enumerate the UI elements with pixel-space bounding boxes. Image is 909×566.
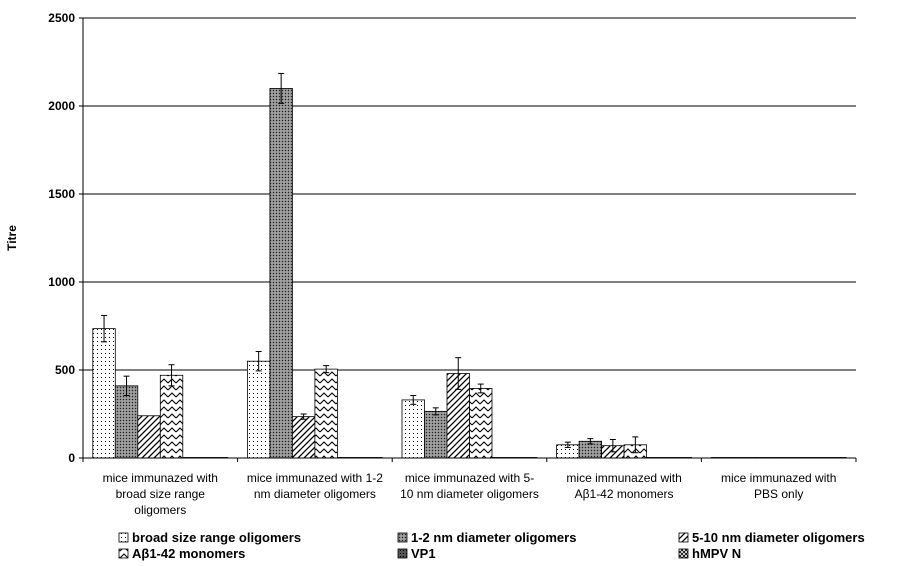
- legend-swatch: [397, 532, 408, 543]
- y-tick-label: 2000: [48, 99, 75, 113]
- legend-swatch: [678, 532, 689, 543]
- y-tick-label: 0: [68, 451, 75, 465]
- legend-label: broad size range oligomers: [132, 530, 301, 545]
- legend-label: 5-10 nm diameter oligomers: [692, 530, 865, 545]
- bar: [314, 368, 338, 459]
- y-tick-label: 500: [55, 363, 75, 377]
- bar: [269, 88, 293, 459]
- y-axis-label: Titre: [5, 225, 19, 251]
- y-tick-label: 1000: [48, 275, 75, 289]
- legend-swatch: [118, 548, 129, 559]
- legend-swatch: [118, 532, 129, 543]
- x-tick-label: mice immunazed with 1-2 nm diameter oligo…: [247, 471, 383, 501]
- bar: [114, 385, 139, 459]
- x-tick-label: mice immunazed with broad size range oligo…: [103, 471, 218, 517]
- legend-label: VP1: [411, 546, 436, 561]
- bar: [291, 416, 316, 459]
- y-tick-label: 2500: [48, 11, 75, 25]
- x-tick-label: mice immunazed with PBS only: [721, 471, 836, 501]
- bar: [246, 360, 271, 459]
- x-tick-label: mice immunazed with 5-10 nm diameter oli…: [400, 471, 539, 501]
- legend-label: hMPV N: [692, 546, 741, 561]
- bar: [424, 410, 448, 459]
- legend-label: Aβ1-42 monomers: [132, 546, 245, 561]
- bar: [92, 328, 116, 459]
- x-tick-label: mice immunazed with Aβ1-42 monomers: [566, 471, 681, 501]
- bar: [137, 415, 161, 459]
- bar: [469, 388, 493, 459]
- legend-swatch: [678, 548, 689, 559]
- legend-swatch: [397, 548, 408, 559]
- bar: [159, 374, 184, 459]
- y-tick-label: 1500: [48, 187, 75, 201]
- legend-label: 1-2 nm diameter oligomers: [411, 530, 576, 545]
- bar: [401, 399, 425, 459]
